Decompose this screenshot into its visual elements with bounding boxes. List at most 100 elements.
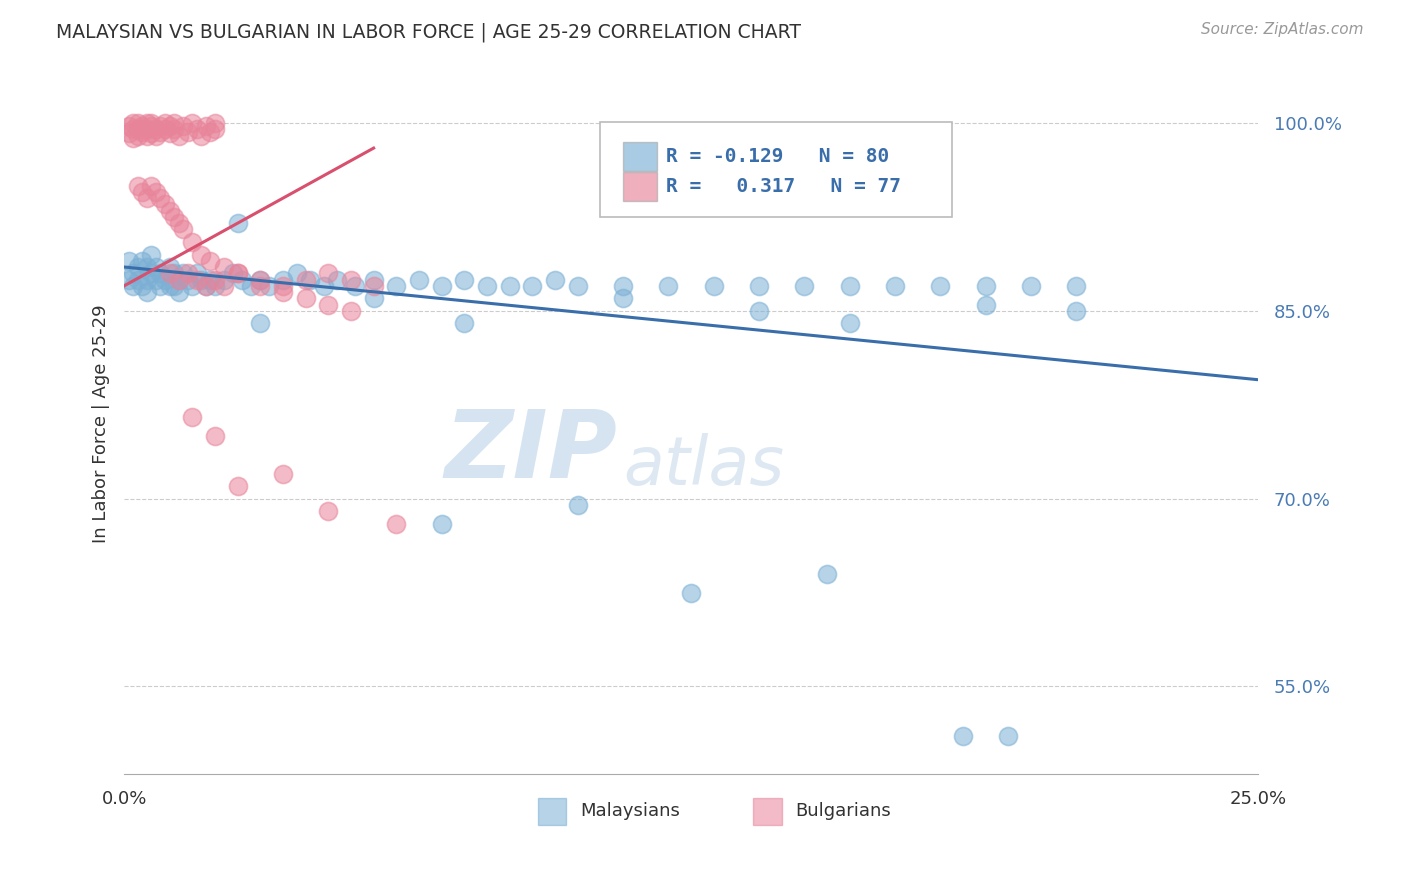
Point	[127, 122, 149, 136]
Y-axis label: In Labor Force | Age 25-29: In Labor Force | Age 25-29	[93, 304, 110, 543]
Point	[186, 266, 208, 280]
Point	[122, 116, 145, 130]
Point	[186, 272, 208, 286]
Point	[271, 272, 294, 286]
Point	[172, 222, 194, 236]
Point	[408, 272, 430, 286]
Point	[204, 272, 226, 286]
Point	[363, 278, 385, 293]
Text: R =   0.317   N = 77: R = 0.317 N = 77	[666, 177, 901, 196]
Point	[344, 278, 367, 293]
Point	[884, 278, 907, 293]
Point	[212, 272, 235, 286]
Point	[131, 253, 153, 268]
Point	[141, 178, 163, 193]
Point	[190, 128, 212, 143]
Point	[181, 410, 204, 425]
Point	[127, 272, 149, 286]
Point	[153, 197, 176, 211]
Point	[249, 278, 271, 293]
Point	[453, 317, 475, 331]
Point	[153, 116, 176, 130]
Point	[430, 278, 453, 293]
Point	[544, 272, 567, 286]
Point	[149, 191, 172, 205]
Point	[475, 278, 498, 293]
Text: Malaysians: Malaysians	[579, 802, 679, 820]
Point	[159, 278, 181, 293]
Point	[612, 291, 634, 305]
Point	[226, 216, 249, 230]
Point	[657, 278, 679, 293]
Point	[385, 516, 408, 531]
Point	[498, 278, 520, 293]
Point	[363, 291, 385, 305]
Point	[679, 585, 702, 599]
Point	[135, 128, 157, 143]
Point	[748, 303, 770, 318]
Point	[271, 285, 294, 299]
Point	[167, 216, 190, 230]
Point	[240, 278, 263, 293]
Point	[204, 122, 226, 136]
Point	[131, 185, 153, 199]
Point	[118, 253, 141, 268]
Point	[703, 278, 725, 293]
Point	[163, 122, 186, 136]
Point	[145, 122, 167, 136]
Point	[612, 278, 634, 293]
Point	[159, 266, 181, 280]
Point	[815, 566, 838, 581]
Point	[159, 260, 181, 274]
Point	[153, 272, 176, 286]
Point	[997, 730, 1019, 744]
Point	[271, 467, 294, 481]
Point	[212, 278, 235, 293]
Point	[793, 278, 815, 293]
Point	[249, 272, 271, 286]
Point	[316, 504, 339, 518]
Point	[131, 119, 153, 133]
Point	[149, 266, 172, 280]
Point	[163, 266, 186, 280]
Point	[135, 260, 157, 274]
Point	[952, 730, 974, 744]
Point	[259, 278, 281, 293]
Point	[131, 278, 153, 293]
Point	[522, 278, 544, 293]
Point	[190, 247, 212, 261]
Point	[181, 116, 204, 130]
Point	[145, 272, 167, 286]
Point	[118, 119, 141, 133]
Point	[340, 303, 363, 318]
Point	[141, 266, 163, 280]
Point	[326, 272, 349, 286]
Point	[299, 272, 322, 286]
Point	[167, 285, 190, 299]
Point	[163, 116, 186, 130]
Point	[363, 272, 385, 286]
Point	[194, 119, 217, 133]
Point	[1019, 278, 1042, 293]
Point	[226, 266, 249, 280]
Text: Source: ZipAtlas.com: Source: ZipAtlas.com	[1201, 22, 1364, 37]
Point	[159, 119, 181, 133]
Point	[135, 116, 157, 130]
Point	[200, 125, 222, 139]
Point	[200, 272, 222, 286]
Point	[127, 178, 149, 193]
Point	[145, 185, 167, 199]
Point	[149, 278, 172, 293]
Point	[172, 266, 194, 280]
Point	[135, 122, 157, 136]
Point	[141, 126, 163, 140]
Point	[194, 278, 217, 293]
Point	[453, 272, 475, 286]
Point	[122, 266, 145, 280]
Point	[285, 266, 308, 280]
Point	[153, 122, 176, 136]
Point	[127, 260, 149, 274]
Point	[181, 278, 204, 293]
Point	[149, 119, 172, 133]
Point	[145, 128, 167, 143]
